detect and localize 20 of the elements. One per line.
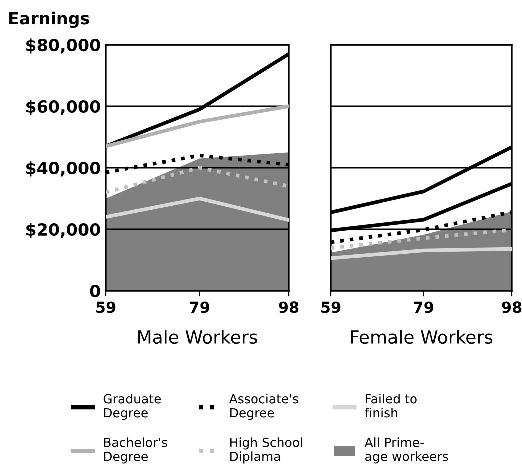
y-tick-label: $40,000 <box>26 162 100 177</box>
y-tick-label: $20,000 <box>26 223 100 238</box>
legend-label: Failed to finish <box>365 394 417 418</box>
x-tick-label: 59 <box>96 302 116 314</box>
x-tick-label: 79 <box>190 302 210 314</box>
x-tick-label: 98 <box>279 302 299 314</box>
legend-label: Graduate Degree <box>104 394 162 420</box>
x-tick-label: 79 <box>414 302 434 314</box>
y-tick-label: 0 <box>90 284 100 298</box>
x-axis-title: Female Workers <box>351 330 493 344</box>
y-tick-label: $80,000 <box>26 38 100 54</box>
x-tick-label: 59 <box>322 302 341 314</box>
legend-label: High School Diplama <box>230 438 302 464</box>
y-axis-title: Earnings <box>10 12 90 28</box>
y-tick-label: $60,000 <box>26 100 100 116</box>
x-axis-title: Male Workers <box>138 330 258 344</box>
legend-label: Bachelor's Degree <box>104 438 168 464</box>
x-tick-label: 98 <box>502 302 522 314</box>
legend-label: Associate's Degree <box>229 394 298 420</box>
legend-label: All Prime- age workeers <box>364 438 448 464</box>
